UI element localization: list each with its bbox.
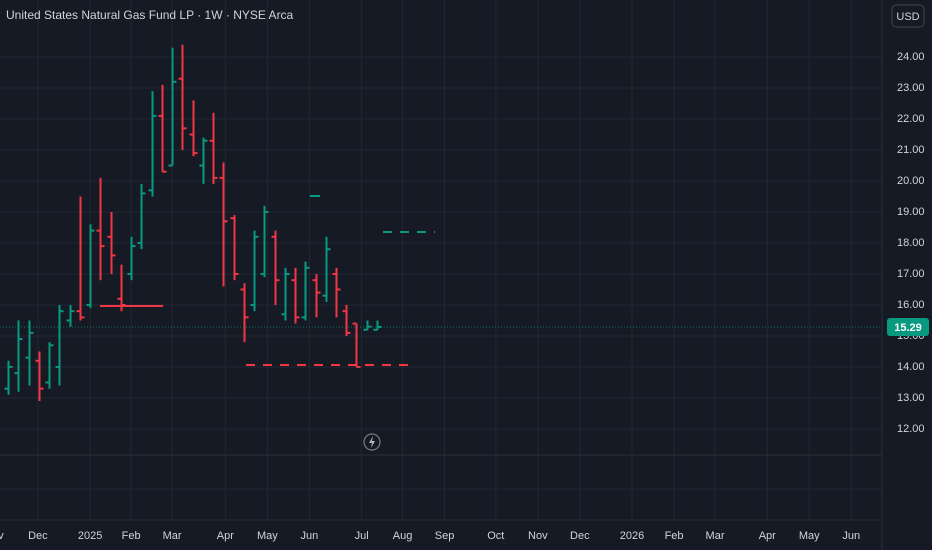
x-tick-label: Jun bbox=[842, 530, 860, 542]
y-tick-label: 14.00 bbox=[897, 361, 925, 373]
x-tick-label: Feb bbox=[122, 530, 141, 542]
x-tick-label: Nov bbox=[0, 530, 4, 542]
x-tick-label: Apr bbox=[217, 530, 234, 542]
last-price-label: 15.29 bbox=[894, 322, 922, 334]
currency-button[interactable] bbox=[891, 4, 925, 28]
currency-label[interactable]: USD bbox=[896, 11, 919, 23]
x-tick-label: 2026 bbox=[620, 530, 644, 542]
y-tick-label: 18.00 bbox=[897, 237, 925, 249]
x-tick-label: Mar bbox=[163, 530, 182, 542]
x-tick-label: Aug bbox=[393, 530, 413, 542]
x-tick-label: Nov bbox=[528, 530, 548, 542]
y-tick-label: 13.00 bbox=[897, 392, 925, 404]
y-tick-label: 21.00 bbox=[897, 144, 925, 156]
x-tick-label: Apr bbox=[759, 530, 776, 542]
event-icon[interactable] bbox=[363, 433, 381, 451]
chart-title: United States Natural Gas Fund LP · 1W ·… bbox=[6, 8, 294, 22]
grid bbox=[0, 0, 882, 520]
x-tick-label: Dec bbox=[570, 530, 590, 542]
y-tick-label: 20.00 bbox=[897, 175, 925, 187]
x-tick-label: May bbox=[257, 530, 278, 542]
x-tick-label: Jul bbox=[355, 530, 369, 542]
y-tick-label: 19.00 bbox=[897, 206, 925, 218]
x-tick-label: Jun bbox=[300, 530, 318, 542]
x-tick-label: 2025 bbox=[78, 530, 102, 542]
x-tick-label: Mar bbox=[706, 530, 725, 542]
last-price-tag bbox=[887, 317, 929, 336]
y-tick-label: 24.00 bbox=[897, 51, 925, 63]
y-tick-label: 12.00 bbox=[897, 423, 925, 435]
y-tick-label: 17.00 bbox=[897, 268, 925, 280]
y-tick-label: 22.00 bbox=[897, 113, 925, 125]
x-tick-label: Feb bbox=[665, 530, 684, 542]
x-tick-label: May bbox=[799, 530, 820, 542]
y-tick-label: 23.00 bbox=[897, 82, 925, 94]
y-tick-label: 16.00 bbox=[897, 299, 925, 311]
x-tick-label: Dec bbox=[28, 530, 48, 542]
x-tick-label: Oct bbox=[487, 530, 504, 542]
x-tick-label: Sep bbox=[435, 530, 455, 542]
